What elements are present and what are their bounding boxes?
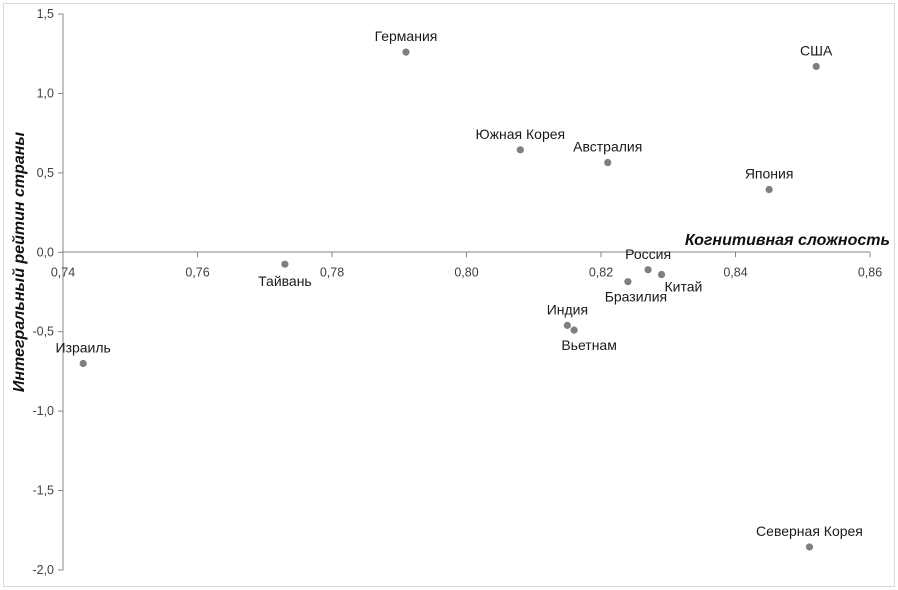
y-ticks: 1,5 1,0 0,5 0,0 -0,5 -1,0 -1,5 -2,0: [32, 7, 63, 577]
x-tick-label: 0,86: [858, 265, 882, 279]
data-point: [402, 49, 409, 56]
data-point: [624, 278, 631, 285]
x-tick-label: 0,76: [185, 265, 209, 279]
y-tick-label: 0,5: [37, 166, 54, 180]
point-label: Израиль: [56, 339, 111, 355]
point-label: США: [800, 42, 833, 58]
x-tick-label: 0,78: [320, 265, 344, 279]
y-tick-label: 0,0: [37, 245, 54, 259]
x-tick-label: 0,82: [589, 265, 613, 279]
point-label: Южная Корея: [476, 126, 566, 142]
point-label: Япония: [745, 166, 794, 182]
data-point: [658, 271, 665, 278]
x-tick-label: 0,80: [454, 265, 478, 279]
x-ticks: 0,74 0,76 0,78 0,80 0,82 0,84 0,86: [51, 252, 882, 279]
y-tick-label: -0,5: [32, 325, 54, 339]
y-tick-label: -1,5: [32, 484, 54, 498]
point-label: Россия: [625, 246, 671, 262]
scatter-chart: 1,51,00,50,0-0,5-1,0-1,5-2,0 0,74 0,76 0,7…: [0, 0, 898, 590]
point-label: Бразилия: [605, 289, 667, 305]
data-point: [564, 322, 571, 329]
point-label: Китай: [665, 279, 703, 295]
y-tick-label: 1,0: [37, 86, 54, 100]
point-label: Индия: [547, 301, 588, 317]
data-points: Германия США Южная Корея Австралия Япония Тай…: [56, 28, 863, 550]
y-tick-label: -1,0: [32, 404, 54, 418]
data-point: [813, 63, 820, 70]
x-axis-title: Когнитивная сложность: [685, 232, 890, 249]
point-label: Австралия: [573, 139, 642, 155]
data-point: [517, 146, 524, 153]
x-tick-label: 0,84: [723, 265, 747, 279]
data-point: [80, 360, 87, 367]
data-point: [644, 266, 651, 273]
data-point: [604, 159, 611, 166]
data-point: [766, 186, 773, 193]
point-label: Северная Корея: [756, 523, 863, 539]
data-point: [281, 261, 288, 268]
data-point: [571, 327, 578, 334]
y-tick-label: -2,0: [32, 563, 54, 577]
point-label: Германия: [375, 28, 438, 44]
x-tick-label: 0,74: [51, 265, 75, 279]
point-label: Тайвань: [258, 273, 312, 289]
point-label: Вьетнам: [561, 337, 617, 353]
y-axis-title: Интегральный рейтин страны: [11, 132, 28, 393]
y-tick-label: 1,5: [37, 7, 54, 21]
data-point: [806, 543, 813, 550]
